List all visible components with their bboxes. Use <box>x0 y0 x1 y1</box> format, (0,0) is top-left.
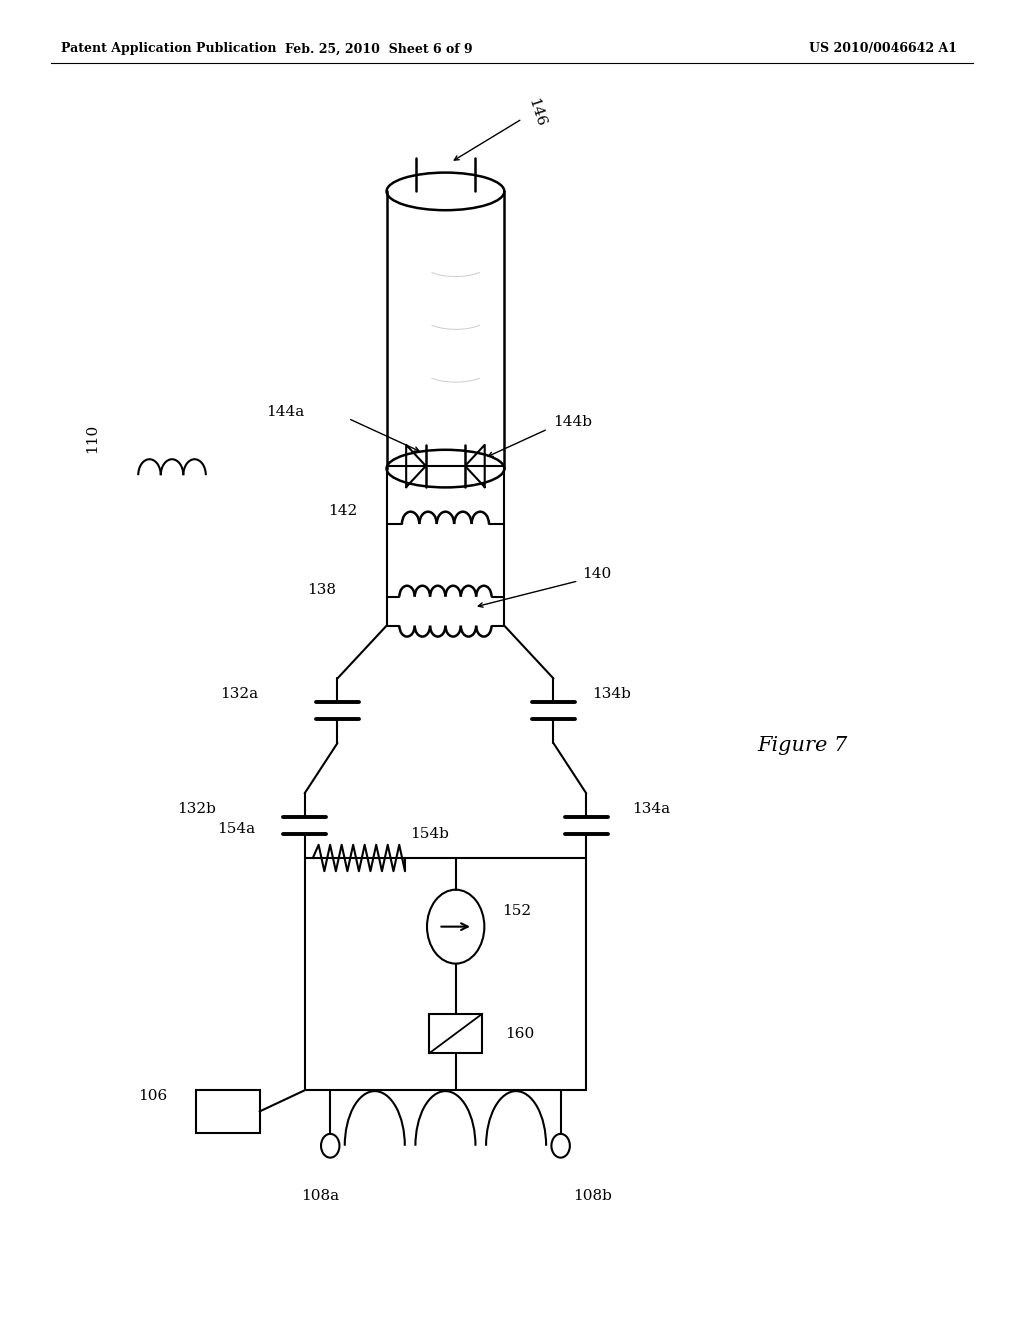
Text: 108b: 108b <box>573 1189 611 1203</box>
Text: Patent Application Publication: Patent Application Publication <box>61 42 276 55</box>
Text: 140: 140 <box>582 568 611 581</box>
Text: 142: 142 <box>328 504 357 517</box>
Text: 134a: 134a <box>633 803 671 816</box>
Text: US 2010/0046642 A1: US 2010/0046642 A1 <box>809 42 957 55</box>
Text: 146: 146 <box>525 96 548 128</box>
Text: 132a: 132a <box>220 688 258 701</box>
Text: 144a: 144a <box>266 405 304 418</box>
Text: 154b: 154b <box>410 828 449 841</box>
Text: Feb. 25, 2010  Sheet 6 of 9: Feb. 25, 2010 Sheet 6 of 9 <box>285 42 473 55</box>
Text: 106: 106 <box>137 1089 167 1102</box>
Bar <box>196 1090 259 1133</box>
Text: 134b: 134b <box>592 688 631 701</box>
Text: 160: 160 <box>505 1027 535 1040</box>
Text: 152: 152 <box>502 904 530 917</box>
Bar <box>429 1014 482 1053</box>
Text: 144b: 144b <box>553 416 592 429</box>
Text: Figure 7: Figure 7 <box>758 737 848 755</box>
Text: 154a: 154a <box>217 822 256 836</box>
Text: 138: 138 <box>307 583 336 597</box>
Text: 108a: 108a <box>301 1189 340 1203</box>
Text: 110: 110 <box>85 424 99 453</box>
Text: 132b: 132b <box>176 803 215 816</box>
